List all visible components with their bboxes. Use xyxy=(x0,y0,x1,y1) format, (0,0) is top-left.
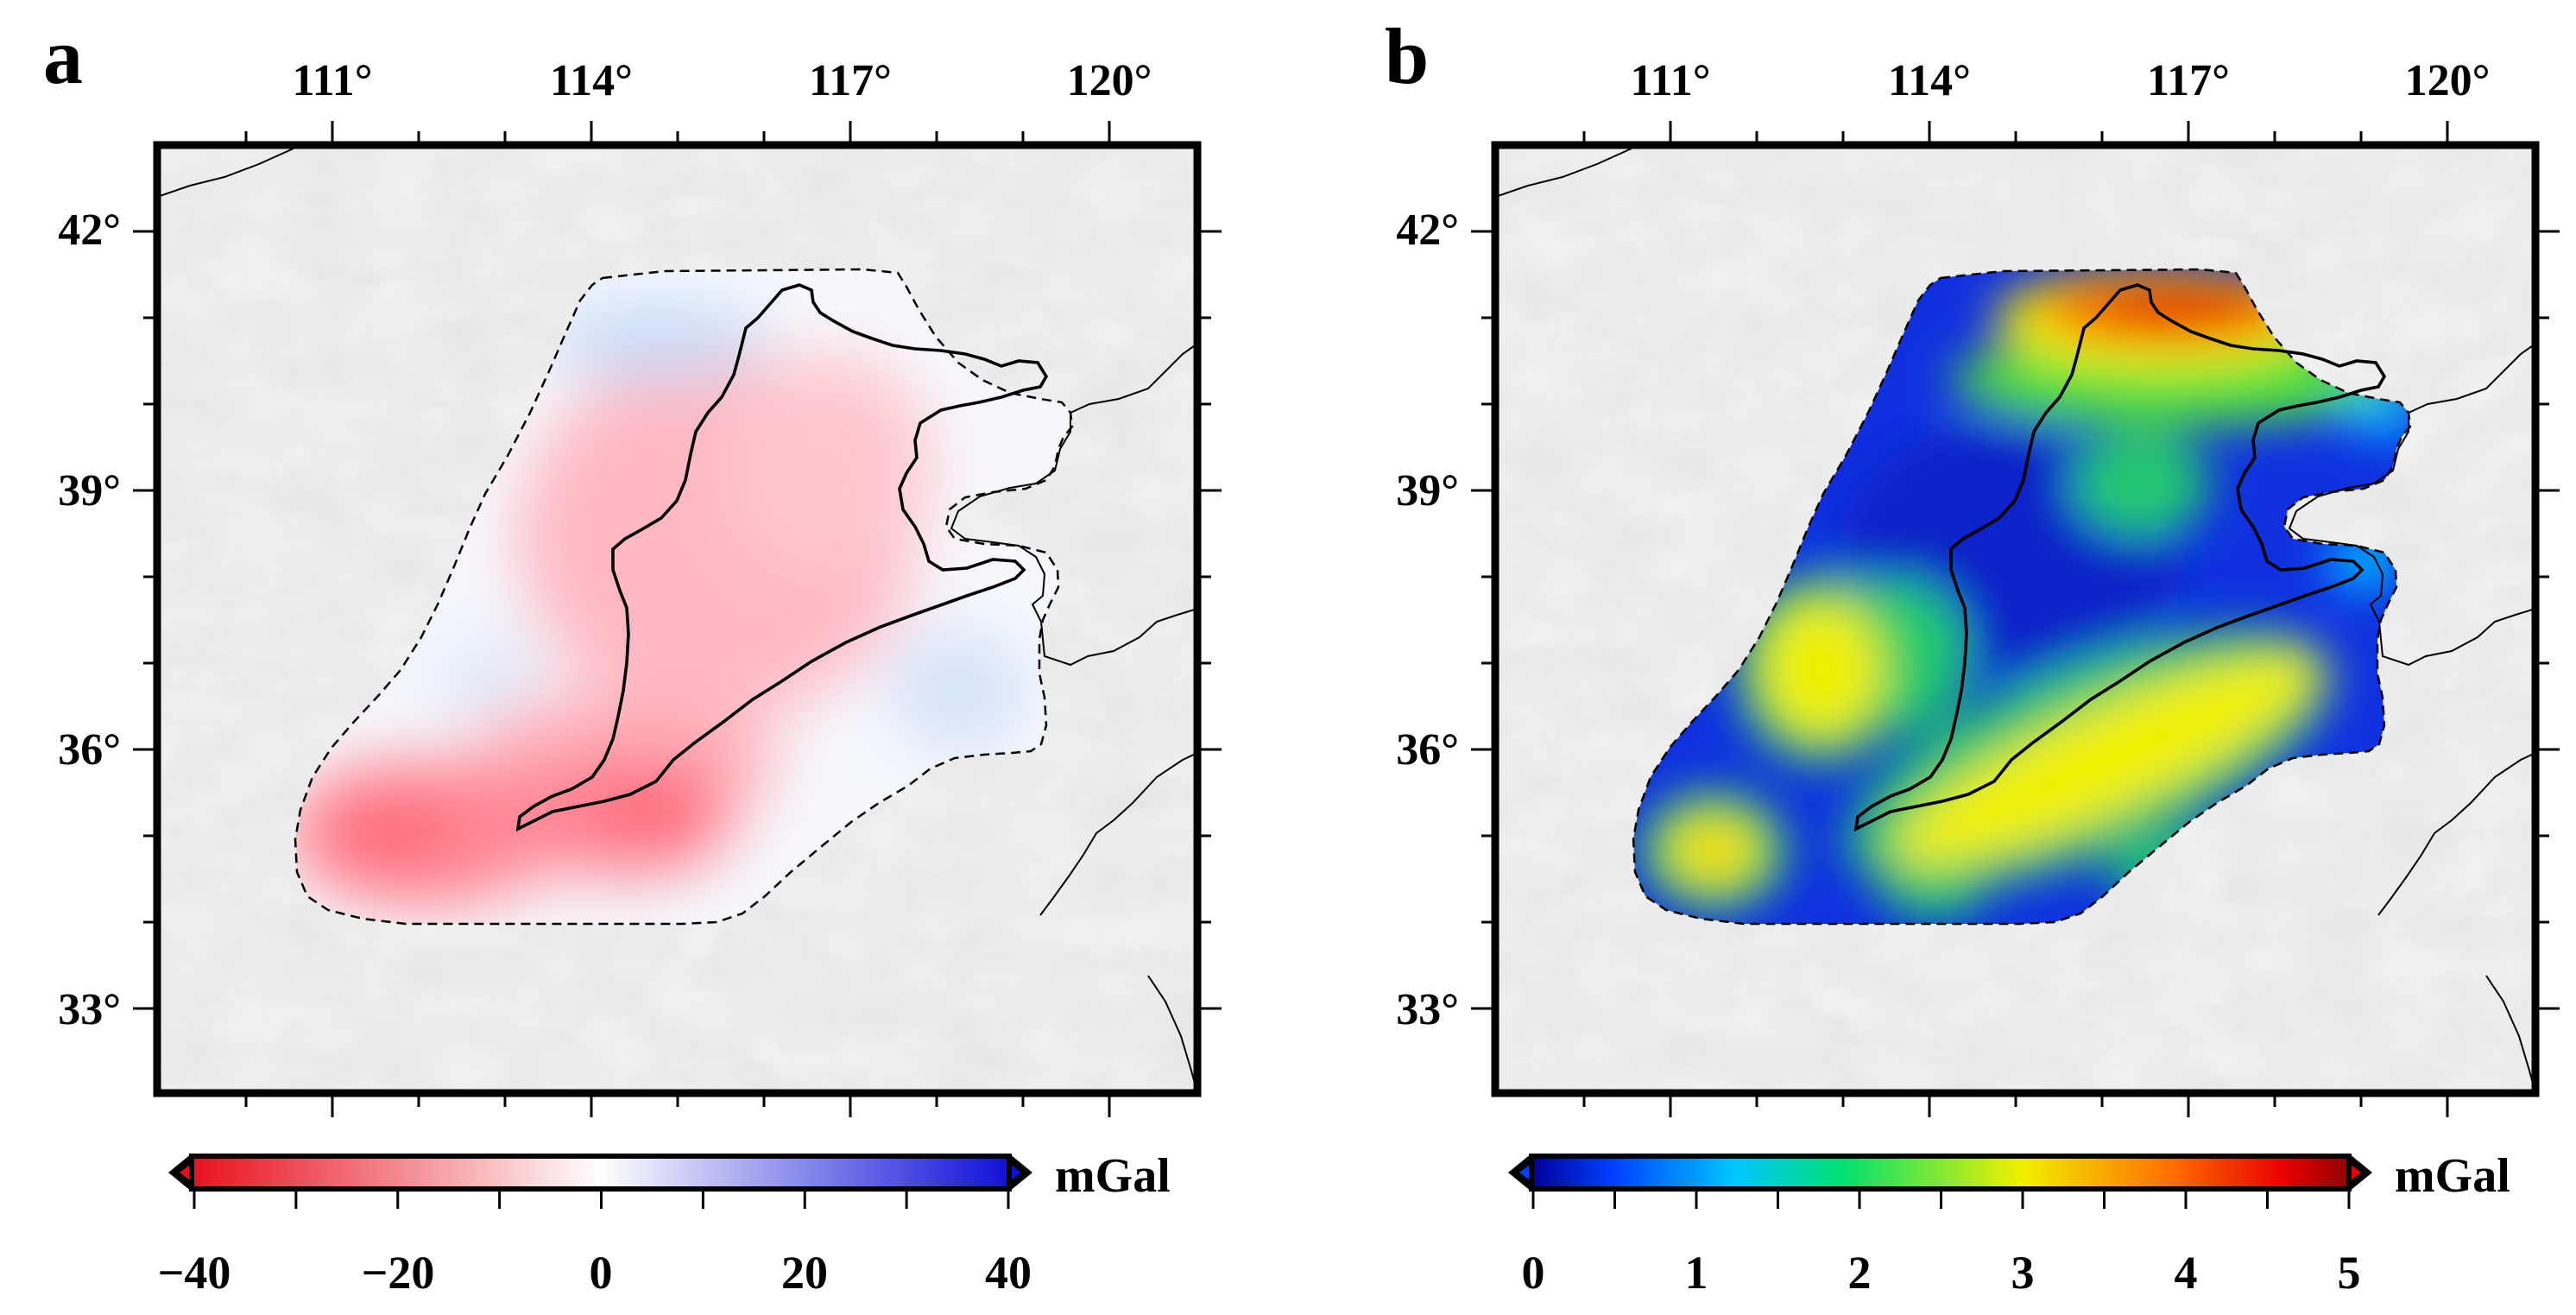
lat-tick-label: 33° xyxy=(58,985,121,1034)
lat-tick-label: 39° xyxy=(1396,466,1459,515)
lon-tick-label: 111° xyxy=(1630,56,1710,105)
colorbar-tick-label: 20 xyxy=(781,1247,828,1299)
colorbar-b: 0 1 2 3 4 5 mGal xyxy=(1508,1149,2510,1299)
colorbar-tick-label: 4 xyxy=(2175,1247,2198,1299)
lat-tick-label: 36° xyxy=(58,725,121,774)
lon-tick-label: 120° xyxy=(1067,56,1152,105)
colorbar-tick-label: 0 xyxy=(590,1247,613,1299)
lat-tick-label: 33° xyxy=(1396,985,1459,1034)
colorbar-tick-label: 40 xyxy=(985,1247,1032,1299)
colorbar-tick-label: 2 xyxy=(1848,1247,1872,1299)
lon-tick-label: 120° xyxy=(2405,56,2491,105)
frame-ticks-a xyxy=(133,121,1222,1117)
lon-tick-label: 117° xyxy=(2147,56,2230,105)
map-frame-b xyxy=(1491,141,2540,1097)
panel-letter-b: b xyxy=(1385,12,1429,100)
map-panel-b: b xyxy=(1385,12,2560,1299)
map-panel-a: a xyxy=(43,12,1222,1299)
lon-tick-label: 114° xyxy=(550,56,633,105)
basin-boundary-b xyxy=(1853,283,2387,832)
colorbar-tick-label: 1 xyxy=(1685,1247,1708,1299)
lat-tick-label: 36° xyxy=(1396,725,1459,774)
colorbar-tick-label: 5 xyxy=(2338,1247,2361,1299)
colorbar-unit-a: mGal xyxy=(1055,1149,1171,1203)
frame-ticks-b xyxy=(1471,121,2560,1117)
lat-tick-label: 39° xyxy=(58,466,121,515)
coastline-a xyxy=(157,148,1197,1093)
map-frame-a xyxy=(153,141,1202,1097)
lat-tick-label: 42° xyxy=(1396,205,1459,255)
lat-tick-label: 42° xyxy=(58,205,121,255)
anomaly-field-a xyxy=(295,269,1072,924)
lon-tick-label: 111° xyxy=(292,56,372,105)
lon-tick-label: 117° xyxy=(809,56,892,105)
colorbar-tick-label: −20 xyxy=(362,1247,435,1299)
panel-letter-a: a xyxy=(43,12,83,100)
coastline-b xyxy=(1495,148,2535,1093)
basin-boundary-a xyxy=(515,283,1049,832)
colorbar-tick-label: 3 xyxy=(2011,1247,2035,1299)
lon-tick-label: 114° xyxy=(1888,56,1971,105)
colorbar-a: −40 −20 0 20 40 mGal xyxy=(158,1149,1171,1299)
colorbar-unit-b: mGal xyxy=(2395,1149,2510,1203)
colorbar-tick-label: 0 xyxy=(1522,1247,1545,1299)
colorbar-tick-label: −40 xyxy=(158,1247,231,1299)
